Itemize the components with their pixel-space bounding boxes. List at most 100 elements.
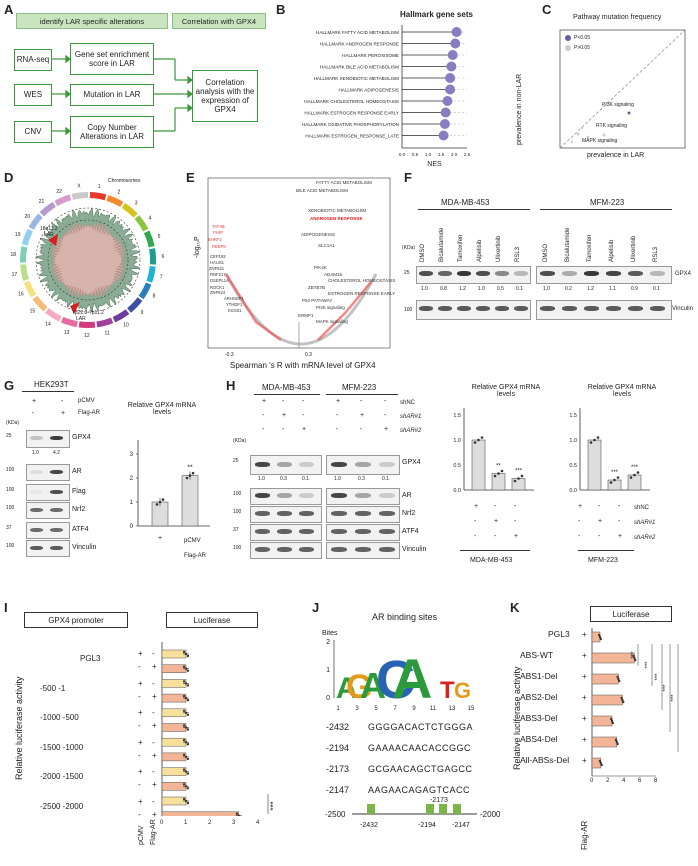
h-bar (511, 478, 526, 491)
g-pcmv-label: pCMV (78, 398, 95, 404)
b-nes-point (439, 119, 450, 129)
i-point (182, 753, 186, 757)
i-pcmv-sign: - (138, 809, 141, 819)
j-site-seq: GAAAACAACACCGGC (368, 743, 472, 753)
k-xtick: 6 (638, 778, 642, 784)
c-point-rtk (602, 133, 606, 137)
g-band (30, 489, 43, 494)
f-blot-gpx4-2 (536, 266, 672, 284)
h-band (277, 461, 292, 467)
b-nes-point (440, 107, 451, 118)
h-ytick: 1.5 (569, 413, 577, 419)
h-x-cell-1: MDA-MB-453 (470, 557, 513, 564)
f-band-gpx4-2 (628, 271, 643, 276)
d-chromosome-number: 7 (160, 274, 163, 280)
h-x-sign-1: + (514, 533, 519, 540)
a-corr-box: Correlation analysis with the expression… (192, 70, 258, 122)
i-bar (161, 752, 187, 762)
g-x-sign: - (189, 535, 192, 542)
e-positive-points (317, 281, 372, 341)
k-construct-label: ABS-WT (520, 650, 554, 660)
f-lane-label-1: Alpelisib (477, 239, 483, 262)
d-chromosome-number: X (77, 184, 81, 190)
i-point (184, 741, 188, 744)
h-sign-1: + (302, 426, 307, 433)
i-pcmv-label: pCMV (138, 825, 145, 845)
j-site-pos: -2147 (326, 785, 350, 795)
f-band-gpx4-2 (562, 271, 577, 276)
f-quant-2: 0.1 (653, 286, 660, 292)
k-point (614, 738, 618, 742)
j-logo-letter: A (392, 647, 432, 710)
f-band-gpx4-2 (650, 271, 665, 276)
h-x-sign-2: - (598, 503, 601, 510)
b-set-label: HALLMARK CHOLESTEROL HOMEOSTASIS (304, 99, 399, 104)
a-header-2: Correlation with GPX4 (172, 13, 266, 29)
h-band (277, 529, 292, 534)
d-chromosome-arc (134, 215, 149, 232)
i-point (186, 772, 190, 775)
h-quant-2: 0.1 (382, 476, 389, 482)
g-band-label: GPX4 (72, 434, 91, 441)
h-band (299, 461, 314, 467)
c-title: Pathway mutation frequency (573, 14, 662, 21)
h-cell-2: MFM-223 (342, 383, 377, 392)
panel-label-b: B (276, 2, 286, 17)
h-bar (587, 439, 602, 491)
j-logo-letter: A (360, 665, 386, 706)
d-chromosome-arc (127, 297, 143, 313)
h-quant-1: 0.3 (280, 476, 287, 482)
c-point-other (586, 135, 590, 139)
h-sign-2: - (384, 412, 387, 419)
h-x-sign-1: - (474, 518, 477, 525)
d-lar1b-label: LAR (44, 232, 54, 238)
a-mutation-box: Mutation in LAR (70, 84, 154, 106)
f-lane-label-2: Tamoxifen (587, 234, 593, 262)
h-band (277, 511, 292, 516)
a-wes-box: WES (14, 84, 52, 106)
k-construct-label: ABS3-Del (520, 713, 558, 723)
panel-label-c: C (542, 2, 552, 17)
d-chromosome-arc (20, 246, 28, 263)
i-point (184, 711, 188, 714)
f-band-gpx4-1 (457, 271, 471, 276)
i-point (184, 652, 188, 656)
j-site-2147 (453, 804, 461, 814)
i-pcmv-sign: - (138, 780, 141, 789)
d-chromosome-arc (138, 282, 152, 300)
i-point (186, 757, 190, 761)
i-flag-sign: + (152, 691, 157, 701)
k-bar (591, 673, 619, 685)
j-logo-letter: A (336, 672, 358, 705)
h-x-sign-2: + (618, 533, 623, 540)
k-ylabel: Relative luciferase activity (512, 666, 522, 770)
g-band (30, 469, 43, 474)
j-logo-letter: C (376, 650, 415, 710)
h-ytick: 0.0 (453, 488, 461, 494)
i-pcmv-sign: + (138, 649, 143, 658)
h-band (331, 493, 347, 498)
c-point-mapk (576, 132, 580, 136)
a-copy-box: Copy Number Alterations in LAR (70, 116, 154, 148)
panel-label-g: G (4, 378, 15, 393)
e-positive-label: ZBTB7B (308, 285, 325, 290)
panel-label-f: F (404, 170, 412, 185)
j-xtick: 1 (336, 706, 340, 712)
g-ytick: 0 (130, 524, 134, 530)
f-mw-gpx4: 25 (404, 270, 410, 276)
e-positive-label: ESTROGEN RESPONSE EARLY (328, 291, 395, 296)
d-chromosome-number: 2 (118, 190, 121, 196)
b-set-label: HALLMARK OXIDATIVE PHOSPHORYLATION (302, 122, 399, 127)
k-flag-sign: + (582, 672, 587, 681)
h-sig: *** (515, 469, 523, 475)
d-chromosome-arc (39, 201, 56, 217)
h-sign-1: + (282, 412, 287, 419)
a-gsea-box: Gene set enrichment score in LAR (70, 43, 154, 75)
g-mw: 37 (6, 525, 12, 531)
g-band (50, 436, 63, 440)
h-point (513, 479, 517, 483)
h-point (629, 476, 633, 479)
h-point (480, 436, 484, 439)
